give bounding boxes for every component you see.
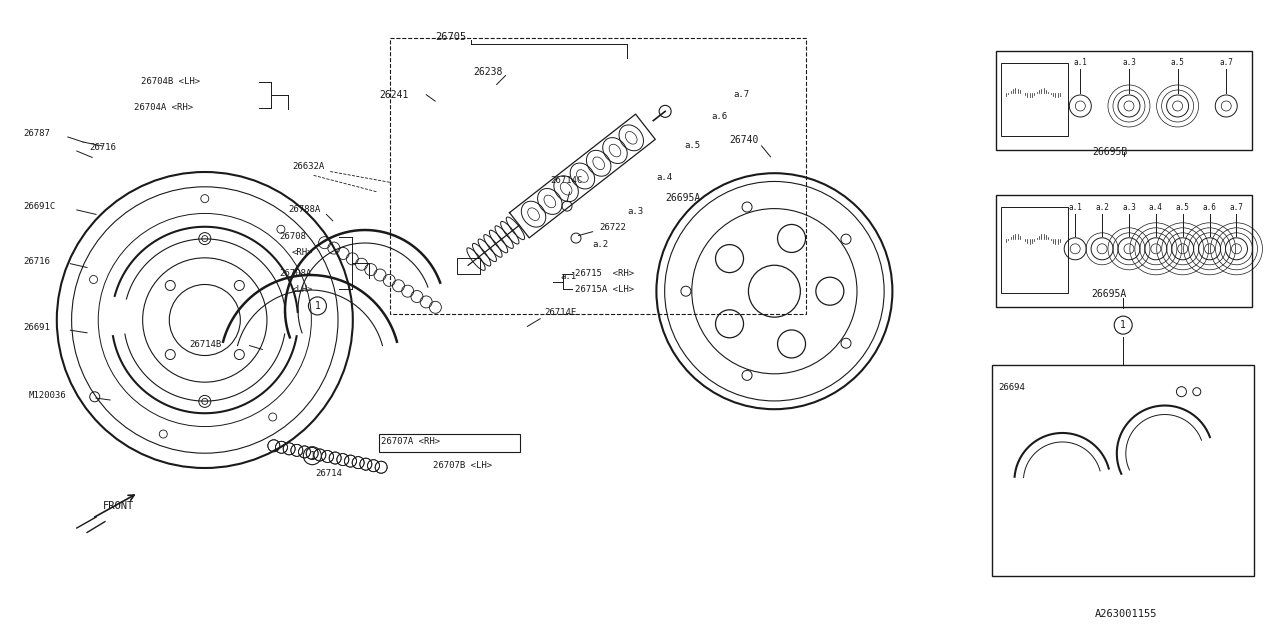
Text: 26632A: 26632A (292, 162, 324, 171)
Text: FRONT: FRONT (102, 500, 133, 511)
Bar (996, 51, 1252, 150)
Text: 1: 1 (310, 451, 315, 461)
Text: 26704A <RH>: 26704A <RH> (134, 103, 193, 112)
Text: 26714B: 26714B (189, 340, 221, 349)
Text: 26708: 26708 (279, 232, 306, 241)
Text: a.6: a.6 (712, 112, 728, 121)
Bar (996, 195, 1252, 307)
Bar (457, 257, 480, 273)
Text: a.1: a.1 (561, 272, 577, 281)
Text: A263001155: A263001155 (1094, 609, 1157, 620)
Text: 26715A <LH>: 26715A <LH> (575, 285, 634, 294)
Text: a.5: a.5 (1171, 58, 1184, 67)
Text: 26691C: 26691C (23, 202, 55, 211)
Text: <RH>: <RH> (292, 248, 314, 257)
Text: a.3: a.3 (1123, 204, 1135, 212)
Bar (1001, 207, 1068, 293)
Text: <LH>: <LH> (292, 285, 314, 294)
Text: 1: 1 (315, 301, 320, 311)
Text: 26704B <LH>: 26704B <LH> (141, 77, 200, 86)
Text: 26241: 26241 (379, 90, 408, 100)
Bar (992, 365, 1254, 576)
Text: 26695A: 26695A (666, 193, 701, 204)
Text: 26787: 26787 (23, 129, 50, 138)
Text: 1: 1 (1120, 320, 1126, 330)
Text: 26714: 26714 (315, 469, 342, 478)
Text: 26708A: 26708A (279, 269, 311, 278)
Text: 26695B: 26695B (1092, 147, 1128, 157)
Text: a.2: a.2 (593, 240, 609, 249)
Text: 26722: 26722 (599, 223, 626, 232)
Text: a.4: a.4 (1149, 204, 1162, 212)
Text: a.4: a.4 (657, 173, 673, 182)
Text: 26715  <RH>: 26715 <RH> (575, 269, 634, 278)
Text: a.2: a.2 (1096, 204, 1108, 212)
Bar (390, 38, 806, 314)
Text: a.6: a.6 (1203, 204, 1216, 212)
Text: a.1: a.1 (1069, 204, 1082, 212)
Text: a.5: a.5 (1176, 204, 1189, 212)
Text: a.1: a.1 (1074, 58, 1087, 67)
Text: 26707B <LH>: 26707B <LH> (433, 461, 492, 470)
Text: a.7: a.7 (733, 90, 750, 99)
Text: 26705: 26705 (435, 32, 466, 42)
Text: 26707A <RH>: 26707A <RH> (381, 437, 440, 446)
Text: 26695A: 26695A (1091, 289, 1126, 300)
Text: 26238: 26238 (474, 67, 503, 77)
Text: 26716: 26716 (90, 143, 116, 152)
Text: 26714E: 26714E (544, 308, 576, 317)
Text: 26691: 26691 (23, 323, 50, 332)
Text: a.7: a.7 (1220, 58, 1233, 67)
Text: 26716: 26716 (23, 257, 50, 266)
Text: 26714C: 26714C (550, 176, 582, 185)
Text: a.5: a.5 (685, 141, 701, 150)
Text: M120036: M120036 (28, 391, 65, 400)
Text: a.3: a.3 (1123, 58, 1135, 67)
Text: 26694: 26694 (998, 383, 1025, 392)
Text: 26740: 26740 (730, 134, 759, 145)
Text: a.3: a.3 (627, 207, 644, 216)
Text: a.7: a.7 (1230, 204, 1243, 212)
Bar (379, 434, 520, 452)
Text: 26788A: 26788A (288, 205, 320, 214)
Bar (1001, 63, 1068, 136)
